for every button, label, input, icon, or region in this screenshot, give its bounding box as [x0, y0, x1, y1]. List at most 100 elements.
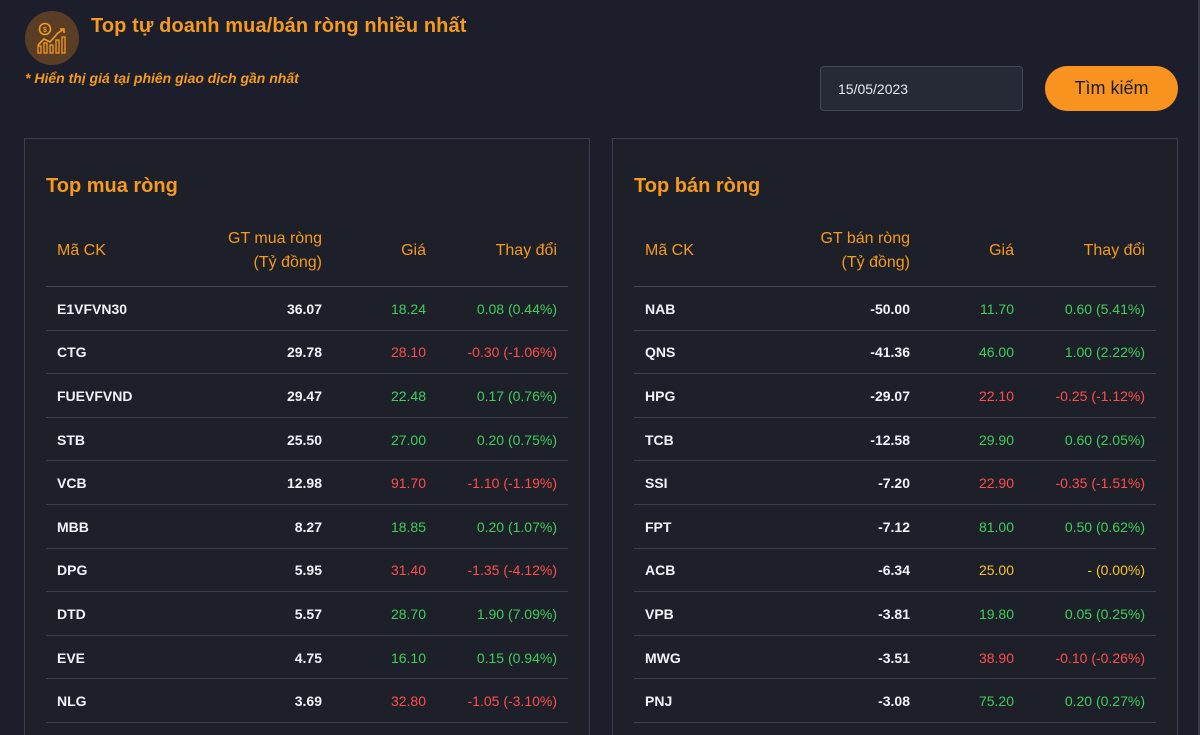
price: 38.90 — [978, 649, 1014, 666]
stock-code: SSI — [645, 475, 668, 492]
price: 31.40 — [390, 562, 426, 579]
table-row[interactable]: DPG 5.95 31.40 -1.35 (-4.12%) — [46, 549, 568, 593]
net-value: 5.95 — [294, 562, 322, 579]
date-input[interactable] — [820, 66, 1023, 111]
stock-code: FUEVFVND — [57, 387, 133, 404]
table-row[interactable]: NAB -50.00 11.70 0.60 (5.41%) — [634, 287, 1156, 331]
price-change: -0.10 (-0.26%) — [1055, 649, 1145, 666]
table-row[interactable]: FPT -7.12 81.00 0.50 (0.62%) — [634, 505, 1156, 549]
table-row[interactable]: VCB 12.98 91.70 -1.10 (-1.19%) — [46, 461, 568, 505]
price-change: 0.17 (0.76%) — [476, 387, 557, 404]
top-sell-panel: Top bán ròng Mã CK GT bán ròng (Tỷ đồng)… — [612, 138, 1178, 735]
chart-coin-icon: $ — [25, 11, 79, 65]
table-row[interactable]: VPB -3.81 19.80 0.05 (0.25%) — [634, 592, 1156, 636]
price-change: 0.15 (0.94%) — [476, 649, 557, 666]
price-change: - (0.00%) — [1087, 562, 1145, 579]
panel-title: Top bán ròng — [634, 175, 761, 197]
stock-code: MWG — [645, 649, 681, 666]
table-row[interactable]: TCB -12.58 29.90 0.60 (2.05%) — [634, 418, 1156, 462]
price: 18.24 — [390, 300, 426, 317]
net-value: 8.27 — [294, 518, 322, 535]
net-value: 12.98 — [286, 475, 322, 492]
table-row[interactable]: SSI -7.20 22.90 -0.35 (-1.51%) — [634, 461, 1156, 505]
column-header-value: GT bán ròng (Tỷ đồng) — [820, 227, 910, 275]
stock-code: DPG — [57, 562, 88, 579]
net-value: -29.07 — [870, 387, 910, 404]
net-value: -7.12 — [878, 518, 910, 535]
column-header-price: Giá — [401, 242, 426, 259]
table-row[interactable]: CTG 29.78 28.10 -0.30 (-1.06%) — [46, 331, 568, 375]
net-value: 25.50 — [286, 431, 322, 448]
table-row[interactable]: HPG -29.07 22.10 -0.25 (-1.12%) — [634, 374, 1156, 418]
price-change: -1.35 (-4.12%) — [467, 562, 557, 579]
price: 27.00 — [390, 431, 426, 448]
stock-code: VPB — [645, 605, 674, 622]
table-row[interactable]: E1VFVN30 36.07 18.24 0.08 (0.44%) — [46, 287, 568, 331]
net-value: -12.58 — [870, 431, 910, 448]
stock-code: VCB — [57, 475, 87, 492]
price-change: -0.30 (-1.06%) — [467, 344, 557, 361]
price-change: 1.90 (7.09%) — [476, 605, 557, 622]
price-change: 0.20 (0.27%) — [1064, 693, 1145, 710]
column-header-change: Thay đổi — [495, 242, 557, 259]
stock-code: STB — [57, 431, 85, 448]
price-change: 0.60 (5.41%) — [1064, 300, 1145, 317]
price: 22.90 — [978, 475, 1014, 492]
price-change: 0.20 (0.75%) — [476, 431, 557, 448]
price-change: 0.05 (0.25%) — [1064, 605, 1145, 622]
table-row[interactable]: EVE 4.75 16.10 0.15 (0.94%) — [46, 636, 568, 680]
price: 29.90 — [978, 431, 1014, 448]
panel-title: Top mua ròng — [46, 175, 178, 197]
price-change: 0.50 (0.62%) — [1064, 518, 1145, 535]
column-header-change: Thay đổi — [1083, 242, 1145, 259]
price: 28.10 — [390, 344, 426, 361]
table-row[interactable]: STB 25.50 27.00 0.20 (0.75%) — [46, 418, 568, 462]
stock-code: NLG — [57, 693, 87, 710]
column-header-value-line2: (Tỷ đồng) — [841, 254, 910, 271]
net-value: -50.00 — [870, 300, 910, 317]
column-header-value: GT mua ròng (Tỷ đồng) — [228, 227, 322, 275]
price-change: -0.25 (-1.12%) — [1055, 387, 1145, 404]
net-value: -3.81 — [878, 605, 910, 622]
table-row[interactable]: PNJ -3.08 75.20 0.20 (0.27%) — [634, 679, 1156, 723]
net-value: 36.07 — [286, 300, 322, 317]
price: 91.70 — [390, 475, 426, 492]
price: 75.20 — [978, 693, 1014, 710]
price: 25.00 — [978, 562, 1014, 579]
price: 19.80 — [978, 605, 1014, 622]
table-row[interactable]: MWG -3.51 38.90 -0.10 (-0.26%) — [634, 636, 1156, 680]
net-value: 29.78 — [286, 344, 322, 361]
table-row[interactable]: NLG 3.69 32.80 -1.05 (-3.10%) — [46, 679, 568, 723]
search-button[interactable]: Tìm kiếm — [1045, 66, 1178, 111]
column-header-value-line2: (Tỷ đồng) — [253, 254, 322, 271]
price: 18.85 — [390, 518, 426, 535]
stock-code: MBB — [57, 518, 89, 535]
table-row[interactable]: QNS -41.36 46.00 1.00 (2.22%) — [634, 331, 1156, 375]
price: 28.70 — [390, 605, 426, 622]
price: 22.48 — [390, 387, 426, 404]
price-change: -1.05 (-3.10%) — [467, 693, 557, 710]
stock-code: PNJ — [645, 693, 673, 710]
stock-code: ACB — [645, 562, 676, 579]
net-value: 3.69 — [294, 693, 322, 710]
table-body: NAB -50.00 11.70 0.60 (5.41%) QNS -41.36 46.00… — [634, 287, 1156, 723]
column-header-value-line1: GT bán ròng — [820, 230, 910, 247]
price: 81.00 — [978, 518, 1014, 535]
page-title: Top tự doanh mua/bán ròng nhiều nhất — [91, 15, 467, 37]
price: 16.10 — [390, 649, 426, 666]
net-value: 29.47 — [286, 387, 322, 404]
stock-code: TCB — [645, 431, 674, 448]
net-value: 5.57 — [294, 605, 322, 622]
net-value: -41.36 — [870, 344, 910, 361]
table-row[interactable]: FUEVFVND 29.47 22.48 0.17 (0.76%) — [46, 374, 568, 418]
table-row[interactable]: ACB -6.34 25.00 - (0.00%) — [634, 549, 1156, 593]
table-header: Mã CK GT bán ròng (Tỷ đồng) Giá Thay đổi — [634, 227, 1156, 287]
table-row[interactable]: DTD 5.57 28.70 1.90 (7.09%) — [46, 592, 568, 636]
price-note: * Hiển thị giá tại phiên giao dịch gần n… — [25, 70, 299, 86]
net-value: -7.20 — [878, 475, 910, 492]
net-value: -3.08 — [878, 693, 910, 710]
stock-code: HPG — [645, 387, 676, 404]
table-row[interactable]: MBB 8.27 18.85 0.20 (1.07%) — [46, 505, 568, 549]
price: 32.80 — [390, 693, 426, 710]
